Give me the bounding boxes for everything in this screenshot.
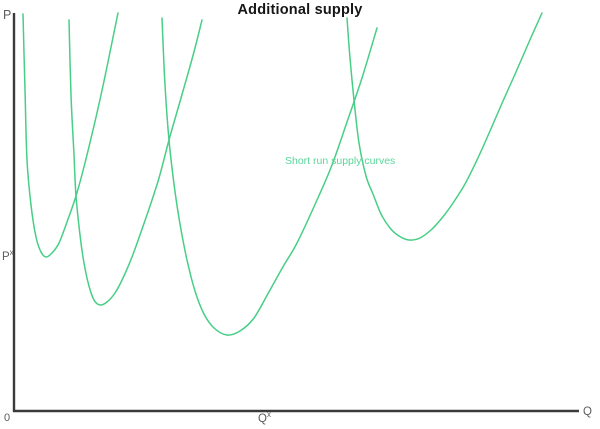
y-axis-marker-base: P bbox=[2, 251, 10, 263]
short-run-supply-curve-2 bbox=[68, 19, 203, 306]
short-run-supply-curve-4 bbox=[346, 12, 543, 241]
y-axis-label-p: P bbox=[3, 8, 12, 22]
short-run-supply-curve-3 bbox=[161, 17, 378, 336]
y-axis-marker-px: Px bbox=[2, 249, 14, 264]
x-axis-marker-sup: x bbox=[266, 410, 271, 420]
x-axis-marker-base: Q bbox=[258, 413, 267, 425]
short-run-supply-curve-1 bbox=[22, 12, 119, 258]
origin-label: 0 bbox=[4, 412, 11, 424]
x-axis-marker-qx: Qx bbox=[258, 411, 271, 426]
chart-title: Additional supply bbox=[237, 2, 363, 18]
x-axis-label-q: Q bbox=[583, 406, 592, 418]
annotation-short-run-supply-curves: Short run supply curves bbox=[285, 155, 396, 167]
y-axis-marker-sup: x bbox=[9, 248, 14, 258]
